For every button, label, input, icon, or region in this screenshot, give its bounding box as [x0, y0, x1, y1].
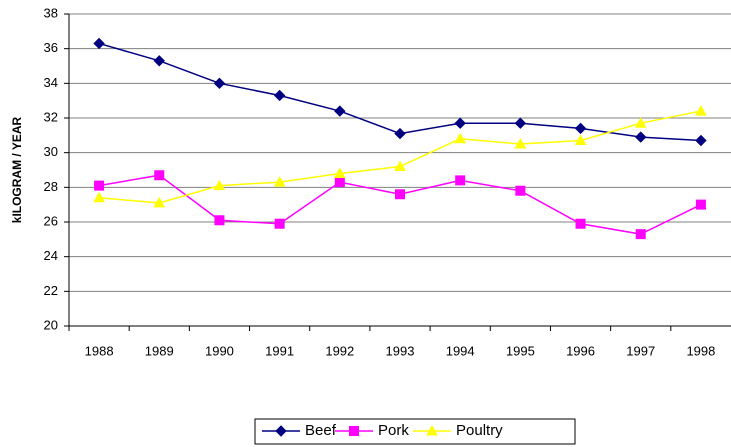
data-point [394, 160, 406, 172]
x-tick-label: 1990 [205, 343, 234, 358]
x-tick-label: 1997 [626, 343, 655, 358]
x-tick-label: 1989 [145, 343, 174, 358]
data-point [153, 55, 165, 67]
data-point [454, 117, 466, 129]
legend-marker [349, 426, 359, 436]
data-point [575, 218, 586, 229]
series-line [98, 174, 702, 235]
data-point [635, 229, 646, 240]
data-point [213, 179, 226, 191]
y-tick-label: 26 [44, 213, 58, 228]
data-point [514, 137, 527, 149]
data-point [395, 189, 405, 200]
data-point [334, 177, 345, 188]
data-point [93, 37, 105, 50]
data-point [333, 167, 346, 178]
data-point [454, 132, 467, 144]
data-point [634, 117, 647, 128]
y-tick-label: 20 [44, 317, 58, 332]
data-point [213, 77, 226, 90]
y-tick-label: 32 [44, 109, 58, 124]
x-tick-label: 1998 [686, 343, 715, 358]
data-point [695, 134, 707, 147]
x-tick-label: 1995 [506, 343, 535, 358]
data-point [695, 199, 706, 210]
data-point [574, 122, 587, 135]
data-point [273, 176, 286, 187]
series-line [98, 42, 701, 142]
data-point [334, 105, 346, 117]
y-tick-label: 34 [44, 75, 58, 90]
x-tick-label: 1994 [446, 343, 475, 358]
data-point [635, 131, 647, 143]
x-tick-label: 1991 [265, 343, 294, 358]
legend-label: Poultry [456, 422, 503, 439]
data-point [93, 191, 105, 203]
data-point [214, 215, 225, 226]
legend-marker [275, 425, 287, 437]
data-point [153, 196, 166, 208]
x-tick-label: 1992 [325, 343, 354, 358]
data-point [574, 134, 587, 146]
y-tick-label: 28 [44, 179, 58, 194]
legend-label: Pork [378, 422, 409, 439]
data-point [515, 185, 526, 196]
legend-label: Beef [305, 422, 337, 439]
x-tick-label: 1988 [85, 343, 114, 358]
x-tick-label: 1996 [566, 343, 595, 358]
y-tick-label: 22 [44, 283, 58, 298]
data-point [274, 218, 285, 229]
data-point [514, 117, 527, 129]
y-tick-label: 36 [44, 40, 58, 55]
data-point [394, 127, 406, 140]
x-tick-label: 1993 [386, 343, 415, 358]
legend-marker [426, 424, 438, 436]
data-point [455, 175, 466, 186]
data-point [695, 105, 707, 116]
y-tick-label: 30 [44, 144, 58, 159]
y-axis-title: kILOGRAM / YEAR [10, 116, 24, 223]
y-tick-label: 38 [44, 5, 58, 20]
series-line [99, 110, 702, 204]
data-point [94, 180, 105, 191]
data-point [154, 170, 165, 181]
y-tick-label: 24 [44, 248, 58, 263]
data-point [273, 89, 286, 102]
